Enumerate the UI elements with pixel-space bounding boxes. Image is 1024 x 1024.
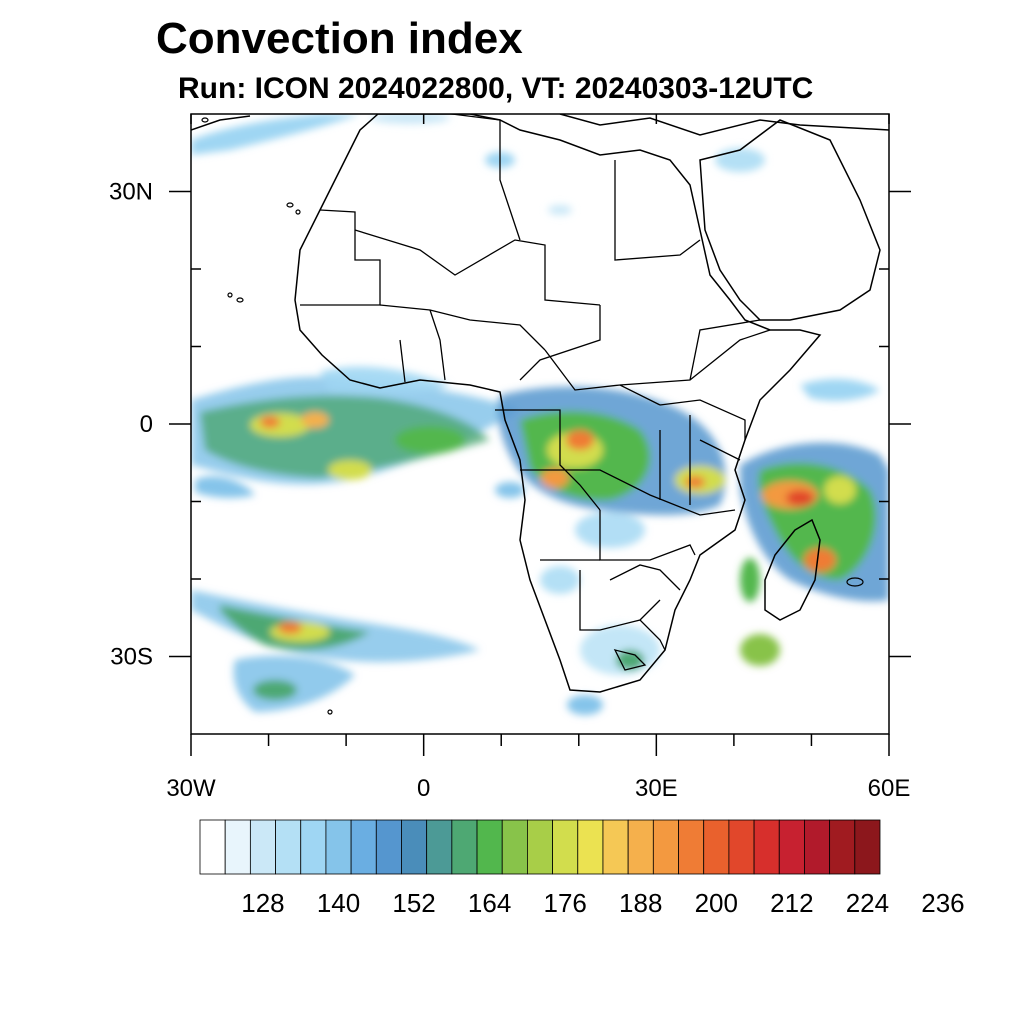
lon-tick-label: 30E — [635, 775, 678, 802]
colorbar-swatch — [703, 819, 730, 875]
colorbar-swatch — [224, 819, 251, 875]
colorbar-swatch — [426, 819, 453, 875]
colorbar-swatch — [476, 819, 503, 875]
colorbar-label: 188 — [619, 888, 662, 918]
convection-field — [191, 114, 889, 715]
lon-tick-label: 60E — [868, 775, 911, 802]
axis-labels: 30N 0 30S 30W 0 30E 60E — [109, 179, 910, 803]
colorbar-swatch — [778, 819, 805, 875]
colorbar-swatch — [249, 819, 276, 875]
lat-tick-label: 0 — [140, 411, 153, 438]
colorbar-swatch — [401, 819, 428, 875]
islands — [201, 117, 864, 715]
lon-tick-label: 30W — [166, 775, 216, 802]
colorbar-swatch — [678, 819, 705, 875]
axis-ticks — [169, 114, 911, 756]
colorbar-label: 128 — [241, 888, 284, 918]
colorbar-label: 152 — [392, 888, 435, 918]
colorbar-label: 236 — [921, 888, 964, 918]
colorbar-swatch — [854, 819, 881, 875]
colorbar-swatch — [602, 819, 629, 875]
colorbar-label: 164 — [468, 888, 511, 918]
colorbar-label: 176 — [543, 888, 586, 918]
colorbar-label: 140 — [317, 888, 360, 918]
colorbar-swatch — [501, 819, 528, 875]
colorbar-labels: 128 140 152 164 176 188 200 212 224 236 — [241, 888, 964, 918]
coastline-africa — [191, 114, 889, 693]
lon-tick-label: 0 — [417, 775, 430, 802]
colorbar-swatch — [728, 819, 755, 875]
chart-title: Convection index — [156, 14, 523, 63]
colorbar-swatch — [325, 819, 352, 875]
lat-tick-label: 30S — [110, 644, 153, 671]
map-panel — [191, 114, 889, 734]
colorbar-label: 212 — [770, 888, 813, 918]
colorbar-label: 224 — [846, 888, 889, 918]
country-borders — [300, 114, 771, 671]
colorbar-swatch — [753, 819, 780, 875]
colorbar-swatch — [451, 819, 478, 875]
colorbar-swatch — [627, 819, 654, 875]
colorbar-swatch — [350, 819, 377, 875]
colorbar — [199, 819, 881, 875]
colorbar-swatch — [829, 819, 856, 875]
colorbar-swatch — [527, 819, 553, 875]
lat-tick-label: 30N — [109, 179, 153, 206]
colorbar-swatch — [552, 819, 579, 875]
colorbar-swatch — [652, 819, 679, 875]
chart-subtitle: Run: ICON 2024022800, VT: 20240303-12UTC — [178, 72, 814, 105]
colorbar-swatch — [300, 819, 327, 875]
colorbar-swatch — [275, 819, 302, 875]
colorbar-label: 200 — [695, 888, 738, 918]
colorbar-swatch — [577, 819, 604, 875]
colorbar-swatch — [375, 819, 402, 875]
colorbar-swatch — [199, 819, 226, 875]
colorbar-swatch — [804, 819, 831, 875]
